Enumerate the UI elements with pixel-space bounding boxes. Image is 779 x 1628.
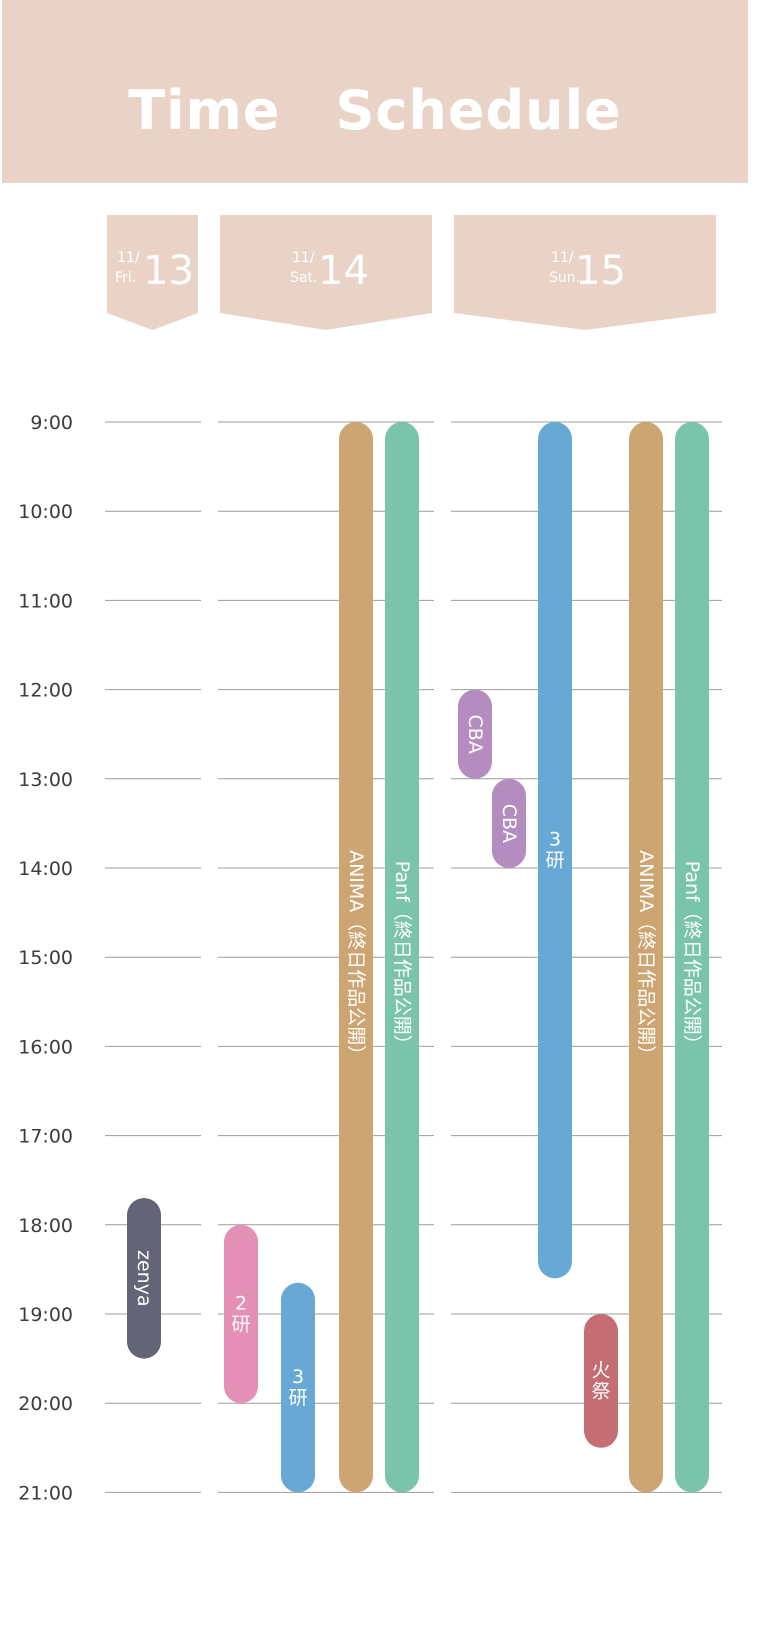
event-label: zenya — [133, 1250, 155, 1307]
event-label: 3 — [292, 1366, 304, 1388]
event-bar — [458, 689, 492, 779]
event-label: 火 — [591, 1359, 610, 1381]
event-label: 祭 — [591, 1380, 610, 1402]
event-label: 研 — [231, 1314, 250, 1336]
day-date-label: 15 — [575, 248, 626, 294]
time-label: 18:00 — [18, 1215, 73, 1237]
day-tab-14 — [220, 215, 432, 330]
event-bar — [127, 1198, 161, 1359]
event-bar — [385, 422, 419, 1493]
event-label: 3 — [549, 829, 561, 851]
event-label: Panf（終日作品公開） — [681, 861, 703, 1054]
day-weekday-label: Fri. — [115, 270, 136, 286]
event-label: CBA — [464, 715, 486, 754]
event-label: 研 — [288, 1387, 307, 1409]
day-weekday-label: Sat. — [290, 270, 317, 286]
page-title: Time Schedule — [128, 79, 622, 142]
day-date-label: 14 — [318, 248, 369, 294]
event-bar — [538, 422, 572, 1279]
day-weekday-label: Sun. — [549, 270, 580, 286]
time-label: 20:00 — [18, 1393, 73, 1415]
day-month-label: 11/ — [292, 250, 315, 266]
time-label: 11:00 — [18, 590, 73, 612]
event-bar — [339, 422, 373, 1493]
day-month-label: 11/ — [117, 250, 140, 266]
event-label: CBA — [498, 804, 520, 843]
day-tab-15 — [454, 215, 716, 330]
event-bar — [492, 778, 526, 868]
time-label: 13:00 — [18, 769, 73, 791]
time-label: 17:00 — [18, 1126, 73, 1148]
time-label: 19:00 — [18, 1304, 73, 1326]
day-tab-13 — [107, 215, 198, 330]
time-label: 21:00 — [18, 1482, 73, 1504]
event-label: ANIMA（終日作品公開） — [345, 850, 367, 1064]
header-banner: Time Schedule — [2, 0, 748, 183]
time-label: 10:00 — [18, 501, 73, 523]
event-bar — [281, 1282, 315, 1493]
event-bar — [675, 422, 709, 1493]
event-label: 2 — [235, 1293, 247, 1315]
day-date-label: 13 — [143, 248, 194, 294]
event-label: ANIMA（終日作品公開） — [635, 850, 657, 1064]
time-label: 9:00 — [30, 412, 73, 434]
event-bar — [629, 422, 663, 1493]
event-bar — [224, 1224, 258, 1404]
event-label: Panf（終日作品公開） — [391, 861, 413, 1054]
event-bar — [584, 1314, 618, 1448]
day-month-label: 11/ — [551, 250, 574, 266]
time-label: 16:00 — [18, 1036, 73, 1058]
time-label: 15:00 — [18, 947, 73, 969]
time-label: 12:00 — [18, 680, 73, 702]
time-label: 14:00 — [18, 858, 73, 880]
event-label: 研 — [545, 850, 564, 872]
